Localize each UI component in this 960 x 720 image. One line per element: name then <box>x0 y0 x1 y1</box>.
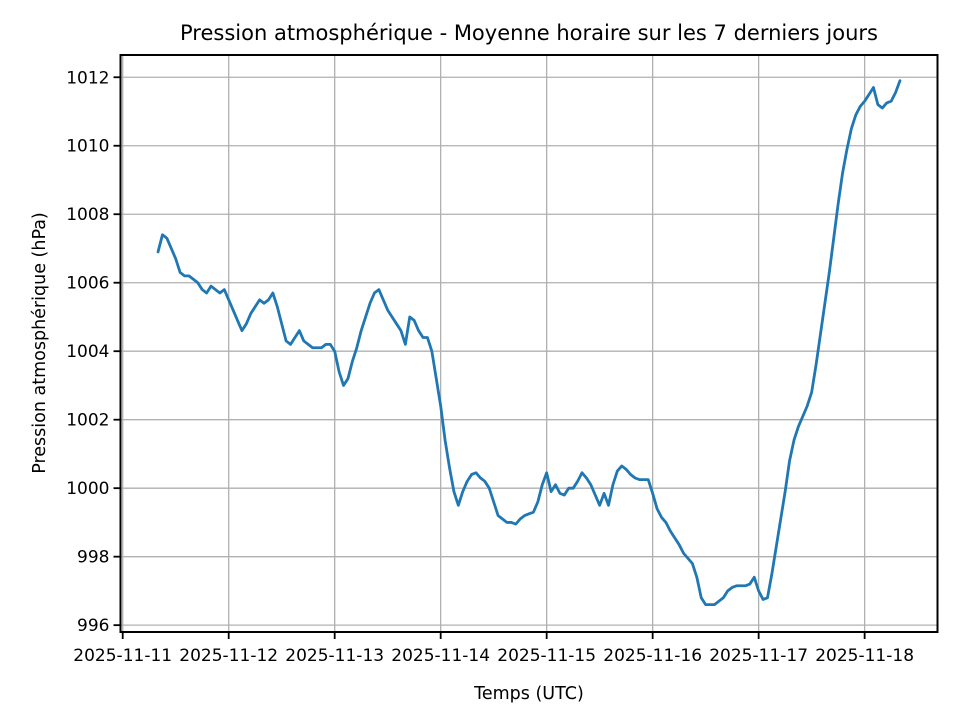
x-tick-label: 2025-11-11 <box>73 646 172 666</box>
y-tick-label: 1000 <box>66 479 109 499</box>
y-tick-label: 1010 <box>66 137 109 157</box>
x-tick-label: 2025-11-13 <box>285 646 384 666</box>
x-tick-label: 2025-11-16 <box>603 646 702 666</box>
y-tick-label: 998 <box>77 548 109 568</box>
x-tick-label: 2025-11-17 <box>709 646 808 666</box>
x-tick-label: 2025-11-15 <box>497 646 596 666</box>
x-axis-label: Temps (UTC) <box>473 684 584 704</box>
axis-ticks <box>113 76 866 639</box>
y-tick-label: 1006 <box>66 274 109 294</box>
y-tick-label: 996 <box>77 616 109 636</box>
x-tick-label: 2025-11-12 <box>179 646 278 666</box>
chart-title: Pression atmosphérique - Moyenne horaire… <box>180 21 878 45</box>
axis-tick-labels: 2025-11-11 2025-11-12 2025-11-13 2025-11-14… <box>66 68 914 666</box>
y-tick-label: 1008 <box>66 205 109 225</box>
y-tick-label: 1002 <box>66 411 109 431</box>
x-tick-label: 2025-11-14 <box>391 646 490 666</box>
axes-spines <box>119 54 939 633</box>
y-tick-label: 1012 <box>66 68 109 88</box>
x-tick-label: 2025-11-18 <box>815 646 914 666</box>
y-axis-label: Pression atmosphérique (hPa) <box>30 212 50 474</box>
pressure-line <box>156 79 902 607</box>
y-tick-label: 1004 <box>66 342 109 362</box>
grid <box>120 55 938 632</box>
